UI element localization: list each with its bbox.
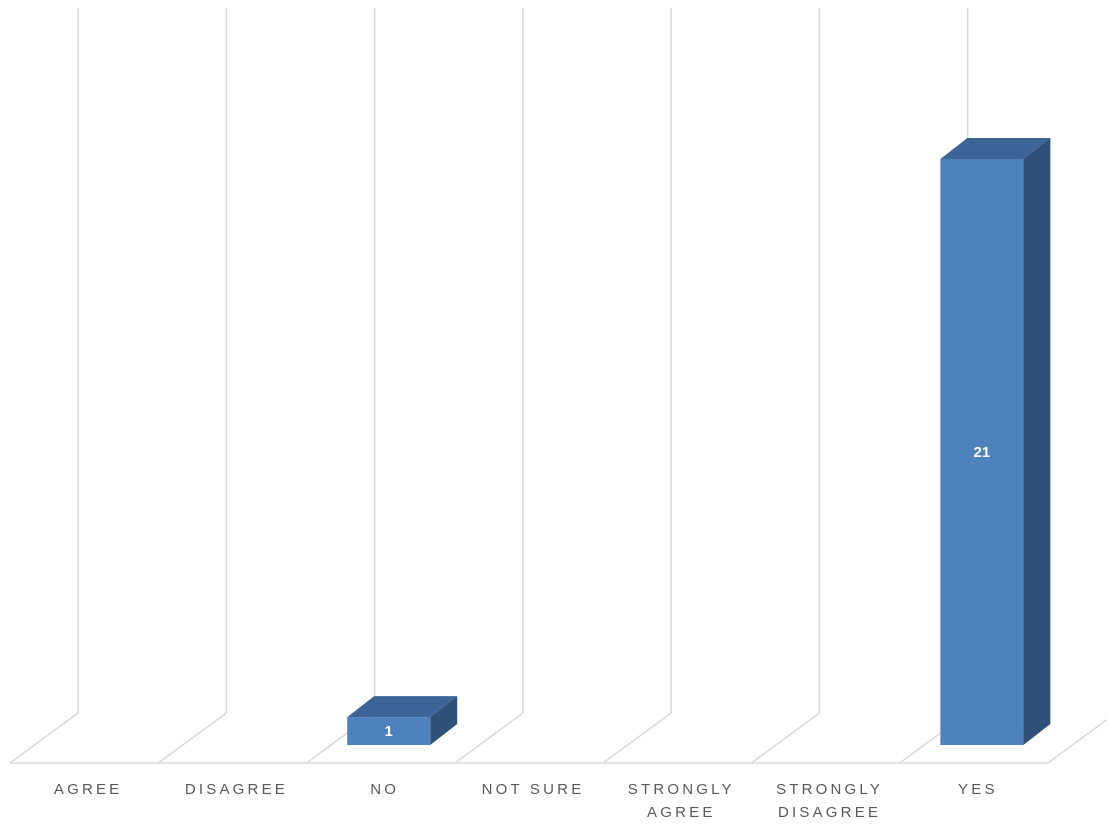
bar-side-face bbox=[430, 696, 458, 745]
bar-no: 1 bbox=[347, 696, 458, 745]
bar-yes: 21 bbox=[940, 138, 1051, 745]
data-label: 1 bbox=[385, 723, 393, 740]
bar-front-face bbox=[940, 159, 1024, 745]
floor-diagonal-gridline bbox=[750, 712, 820, 764]
category-label: AGREE bbox=[54, 781, 123, 798]
category-label: STRONGLY bbox=[628, 781, 735, 798]
bar-top-face bbox=[940, 138, 1051, 159]
category-label: NOT SURE bbox=[482, 781, 585, 798]
floor-diagonal-gridline bbox=[602, 712, 672, 764]
category-label: DISAGREE bbox=[778, 804, 881, 821]
bar-top-face bbox=[347, 696, 458, 718]
category-label: YES bbox=[958, 781, 998, 798]
floor-diagonal-gridline bbox=[157, 712, 227, 764]
category-label: STRONGLY bbox=[776, 781, 883, 798]
category-label: AGREE bbox=[647, 804, 716, 821]
category-label: DISAGREE bbox=[185, 781, 288, 798]
bar-side-face bbox=[1023, 138, 1051, 745]
category-labels: AGREE DISAGREE NO NOT SURE STRONGLY AGREE STRO… bbox=[54, 781, 998, 821]
floor-diagonal-gridline bbox=[1047, 718, 1107, 764]
data-label: 21 bbox=[974, 444, 991, 461]
bars: 1 21 bbox=[347, 138, 1051, 745]
floor-diagonal-gridline bbox=[454, 712, 524, 764]
bar-front-face bbox=[347, 717, 431, 745]
floor-diagonal-gridline bbox=[9, 712, 79, 764]
category-label: NO bbox=[370, 781, 399, 798]
